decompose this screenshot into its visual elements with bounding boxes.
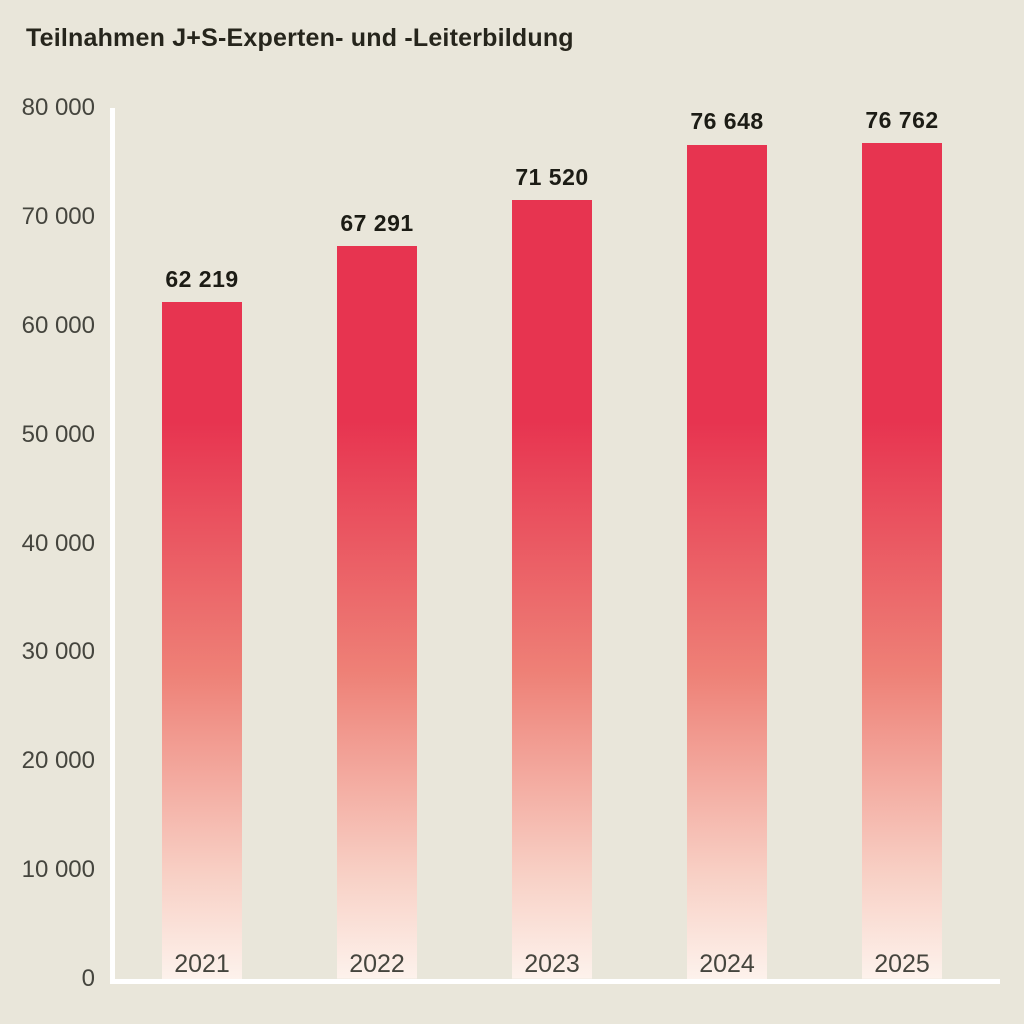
bar-2024	[687, 144, 767, 979]
y-tick-label: 80 000	[21, 94, 95, 121]
y-axis-line	[110, 108, 115, 984]
bar-value-label: 76 648	[690, 108, 764, 135]
bar-2025	[862, 143, 942, 979]
bar-value-label: 76 762	[865, 107, 939, 134]
bar-value-label: 62 219	[165, 265, 239, 292]
chart-title: Teilnahmen J+S-Experten- und -Leiterbild…	[26, 24, 574, 52]
y-tick-label: 30 000	[21, 638, 95, 666]
y-tick-label: 60 000	[21, 311, 95, 339]
y-tick-label: 20 000	[21, 747, 95, 775]
bar-value-label: 71 520	[515, 164, 589, 191]
x-tick-label: 2024	[699, 950, 755, 978]
y-tick-label: 10 000	[21, 856, 95, 884]
y-tick-label: 0	[81, 965, 95, 992]
bar-2021	[162, 301, 242, 979]
y-tick-label: 70 000	[21, 202, 95, 230]
bar-value-label: 67 291	[340, 210, 414, 237]
x-tick-label: 2025	[874, 950, 930, 978]
x-tick-label: 2022	[349, 950, 405, 978]
y-tick-label: 40 000	[21, 529, 95, 557]
y-tick-label: 50 000	[21, 420, 95, 448]
bar-2023	[512, 200, 592, 979]
x-axis-line	[110, 979, 1000, 984]
x-tick-label: 2021	[174, 950, 230, 978]
x-tick-label: 2023	[524, 950, 580, 978]
bar-2022	[337, 246, 417, 979]
